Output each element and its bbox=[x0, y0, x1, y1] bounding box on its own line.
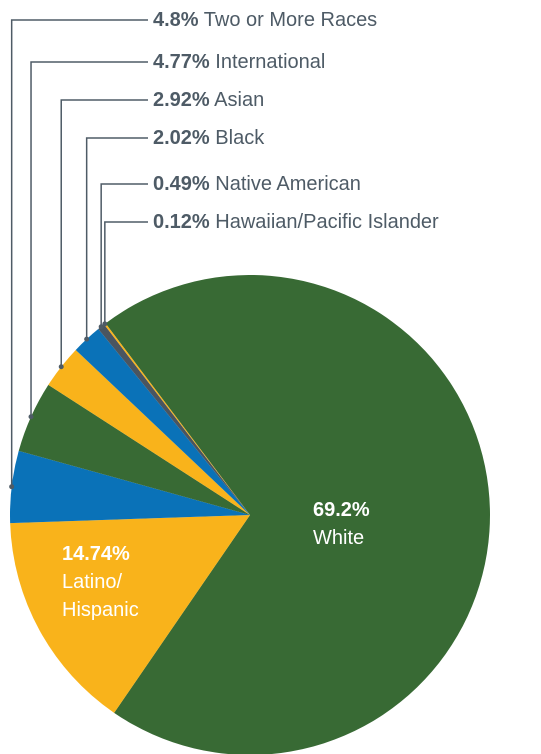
leader-line bbox=[100, 183, 148, 327]
leader-line bbox=[104, 221, 148, 324]
pie-slice bbox=[48, 349, 250, 515]
callout-value: 2.02% bbox=[153, 127, 210, 149]
leader-line bbox=[10, 19, 148, 487]
callout-label: 2.02% Black bbox=[153, 126, 264, 150]
leader-line bbox=[60, 99, 148, 367]
pie-slice bbox=[18, 384, 251, 515]
callout-value: 4.8% bbox=[153, 9, 199, 31]
callout-label: 0.12% Hawaiian/Pacific Islander bbox=[153, 210, 439, 234]
slice-value: 69.2% bbox=[313, 499, 370, 521]
callout-name: Two or More Races bbox=[203, 9, 378, 31]
callout-name: Native American bbox=[215, 173, 361, 195]
leader-dot bbox=[28, 414, 34, 420]
callout-value: 0.12% bbox=[153, 211, 210, 233]
callout-label: 4.77% International bbox=[153, 50, 325, 74]
slice-value: 14.74% bbox=[62, 543, 130, 565]
leader-dot bbox=[58, 364, 64, 370]
callout-name: Hawaiian/Pacific Islander bbox=[215, 211, 439, 233]
slice-label: 69.2% White bbox=[313, 496, 370, 552]
callout-value: 2.92% bbox=[153, 89, 210, 111]
leader-dot bbox=[102, 321, 108, 327]
pie-slice bbox=[105, 275, 490, 754]
callout-name: Black bbox=[215, 127, 265, 149]
slice-name: Latino/ Hispanic bbox=[62, 571, 139, 621]
callout-label: 2.92% Asian bbox=[153, 88, 264, 112]
leader-line bbox=[30, 61, 148, 417]
callout-label: 4.8% Two or More Races bbox=[153, 8, 377, 32]
callout-value: 4.77% bbox=[153, 51, 210, 73]
leader-dot bbox=[84, 336, 90, 342]
pie-slice bbox=[98, 324, 250, 515]
callout-name: Asian bbox=[214, 89, 265, 111]
callout-name: International bbox=[215, 51, 326, 73]
pie-slice bbox=[10, 515, 250, 713]
leader-line bbox=[85, 137, 148, 340]
leader-dot bbox=[98, 324, 104, 330]
pie-slice bbox=[10, 450, 251, 524]
slice-name: White bbox=[313, 527, 365, 549]
callout-value: 0.49% bbox=[153, 173, 210, 195]
leader-dot bbox=[9, 484, 15, 490]
pie-slice bbox=[75, 329, 250, 515]
callout-label: 0.49% Native American bbox=[153, 172, 361, 196]
pie-slice bbox=[104, 323, 250, 515]
slice-label: 14.74% Latino/ Hispanic bbox=[62, 540, 162, 624]
